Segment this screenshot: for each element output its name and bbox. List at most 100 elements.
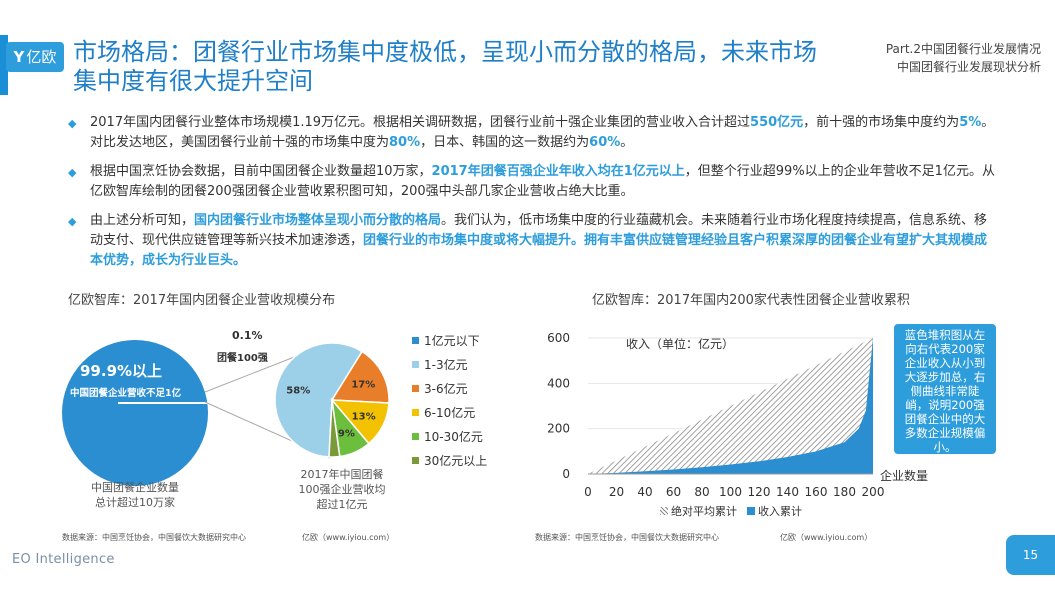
x-tick-label: 40 (637, 485, 652, 499)
bullet-text: 根据中国烹饪协会数据，目前中国团餐企业数量超10万家， (90, 164, 432, 179)
right-section-title: 亿欧智库：2017年国内200家代表性团餐企业营收累积 (592, 293, 910, 308)
x-axis-label: 企业数量 (880, 469, 929, 483)
legend-label: 3-6亿元 (424, 381, 468, 396)
pie-slice-label: 9% (338, 428, 355, 439)
small-pct-label: 0.1% (232, 329, 263, 342)
bullet-list: ◆ 2017年国内团餐行业整体市场规模1.19万亿元。根据相关调研数据，团餐行业前… (68, 113, 998, 280)
footer-brand: EO Intelligence (12, 552, 115, 567)
chart-callout: 蓝色堆积图从左向右代表200家企业收入从小到大逐步加总，右侧曲线非常陡峭，说明2… (894, 324, 996, 454)
x-tick-label: 20 (609, 485, 624, 499)
x-tick-label: 80 (694, 485, 709, 499)
right-source: 数据来源：中国烹饪协会，中国餐饮大数据研究中心 (535, 533, 719, 542)
legend-label: 10-30亿元 (424, 429, 483, 444)
legend-label: 30亿元以上 (424, 453, 488, 468)
legend-swatch (412, 336, 419, 344)
highlight-text: 5% (959, 115, 982, 130)
legend-swatch (412, 384, 419, 392)
legend-item: 1-3亿元 (412, 352, 487, 376)
bullet-text: ，前十强的市场集中度约为 (803, 115, 960, 130)
left-caption-line-2: 总计超过10万家 (95, 496, 175, 509)
page-number: 15 (1006, 535, 1055, 575)
y-tick-label: 400 (547, 376, 570, 390)
right-caption: 2017年中国团餐 100强企业营收均 超过1亿元 (282, 467, 402, 512)
diamond-bullet-icon: ◆ (68, 215, 77, 228)
x-tick-label: 0 (584, 485, 592, 499)
right-caption-line-2: 100强企业营收均 (298, 483, 386, 496)
legend-swatch (412, 408, 419, 416)
area-legend: 绝对平均累计 收入累计 (660, 503, 812, 519)
logo-text: 亿欧 (26, 48, 57, 66)
y-tick-label: 0 (562, 467, 570, 481)
y-tick-label: 600 (547, 331, 570, 345)
logo-y-icon: Y (13, 48, 25, 66)
diamond-bullet-icon: ◆ (68, 117, 77, 130)
x-tick-label: 60 (666, 485, 681, 499)
cumulative-area-chart: 0 200 400 600 0 20 40 60 80 100 120 140 160 180 200 (547, 331, 885, 499)
page-title: 市场格局：团餐行业市场集中度极低，呈现小而分散的格局，未来市场集中度有很大提升空… (73, 38, 817, 95)
highlight-text: 团餐行业的市场集中度或将大幅提升。拥有丰富供应链管理经验且客户积累深厚的团餐企业… (90, 233, 988, 268)
legend-item: 10-30亿元 (412, 424, 487, 448)
revenue-cumulative-area (588, 338, 873, 474)
bullet-text: ，但整个行业超99%以上的企业年营收不足1亿元。从亿欧智库绘制的团餐200强团餐… (90, 164, 995, 199)
highlight-text: 国内团餐行业市场整体呈现小而分散的格局 (194, 213, 442, 228)
bullet-item: ◆ 根据中国烹饪协会数据，目前中国团餐企业数量超10万家，2017年团餐百强企业年… (68, 162, 998, 202)
big-circle-pct: 99.9%以上 (80, 362, 163, 380)
highlight-text: 550亿元 (750, 115, 804, 130)
x-tick-label: 180 (833, 485, 856, 499)
pie-slice (274, 342, 364, 458)
legend-item: 绝对平均累计 (660, 503, 737, 519)
bullet-text: 2017年国内团餐行业整体市场规模1.19万亿元。根据相关调研数据，团餐行业前十… (90, 115, 751, 130)
bullet-text: ，日本、韩国的这一数据约为 (420, 135, 590, 150)
small-label: 团餐100强 (217, 353, 268, 364)
bullet-text: 。我们认为，低市场集中度的行业蕴藏机会。未来随着行业市场化程度持续提高，信息系统… (90, 213, 988, 248)
highlight-text: 60% (589, 135, 621, 150)
bullet-text: 。对比发达地区，美国团餐行业前十强的市场集中度为 (90, 115, 995, 150)
x-tick-label: 100 (719, 485, 742, 499)
title-accent-bar (0, 35, 8, 95)
legend-label: 1-3亿元 (424, 357, 468, 372)
legend-label: 收入累计 (758, 505, 802, 518)
legend-item: 6-10亿元 (412, 400, 487, 424)
legend-label: 绝对平均累计 (671, 505, 737, 518)
legend-item: 收入累计 (747, 503, 802, 519)
yiou-logo: Y 亿欧 (6, 42, 64, 72)
highlight-text: 2017年团餐百强企业年收入均在1亿元以上 (431, 164, 685, 179)
bullet-text: 由上述分析可知， (90, 213, 195, 228)
right-caption-line-3: 超过1亿元 (316, 498, 368, 511)
y-tick-label: 200 (547, 422, 570, 436)
legend-label: 1亿元以下 (424, 333, 480, 348)
left-caption: 中国团餐企业数量 总计超过10万家 (60, 480, 210, 510)
x-tick-label: 140 (776, 485, 799, 499)
bullet-text: 。 (620, 135, 634, 150)
big-circle-sub: 中国团餐企业营收不足1亿 (70, 388, 182, 399)
left-section-title: 亿欧智库：2017年国内团餐企业营收规模分布 (68, 293, 336, 308)
chart-unit-label: 收入（单位：亿元） (626, 337, 735, 351)
pie-slice (330, 350, 390, 404)
legend-swatch (660, 507, 668, 515)
part-line-2: 中国团餐行业发展现状分析 (896, 60, 1041, 74)
pie-slice-label: 13% (352, 412, 376, 423)
left-source: 数据来源：中国烹饪协会，中国餐饮大数据研究中心 (62, 533, 246, 542)
left-source-site: 亿欧（www.iyiou.com） (302, 533, 395, 542)
right-source-site: 亿欧（www.iyiou.com） (780, 533, 873, 542)
legend-label: 6-10亿元 (424, 405, 476, 420)
diamond-bullet-icon: ◆ (68, 166, 77, 179)
right-caption-line-1: 2017年中国团餐 (300, 468, 384, 481)
pie-slice-label: 58% (286, 385, 310, 396)
legend-swatch (412, 360, 419, 368)
part-line-1: Part.2中国团餐行业发展情况 (885, 42, 1041, 56)
part-header: Part.2中国团餐行业发展情况 中国团餐行业发展现状分析 (886, 40, 1041, 76)
legend-item: 3-6亿元 (412, 376, 487, 400)
legend-item: 30亿元以上 (412, 448, 487, 472)
legend-item: 1亿元以下 (412, 328, 487, 352)
x-tick-label: 160 (805, 485, 828, 499)
pie-slice-label: 17% (351, 380, 375, 391)
legend-swatch (412, 432, 419, 440)
bullet-item: ◆ 由上述分析可知，国内团餐行业市场整体呈现小而分散的格局。我们认为，低市场集中度… (68, 211, 998, 271)
legend-swatch (747, 507, 755, 515)
average-cumulative-area (588, 338, 873, 474)
left-caption-line-1: 中国团餐企业数量 (91, 481, 179, 494)
pie-legend: 1亿元以下 1-3亿元 3-6亿元 6-10亿元 10-30亿元 30亿元以上 (412, 328, 487, 472)
big-circle-under-1e (62, 340, 208, 486)
x-tick-label: 200 (862, 485, 885, 499)
